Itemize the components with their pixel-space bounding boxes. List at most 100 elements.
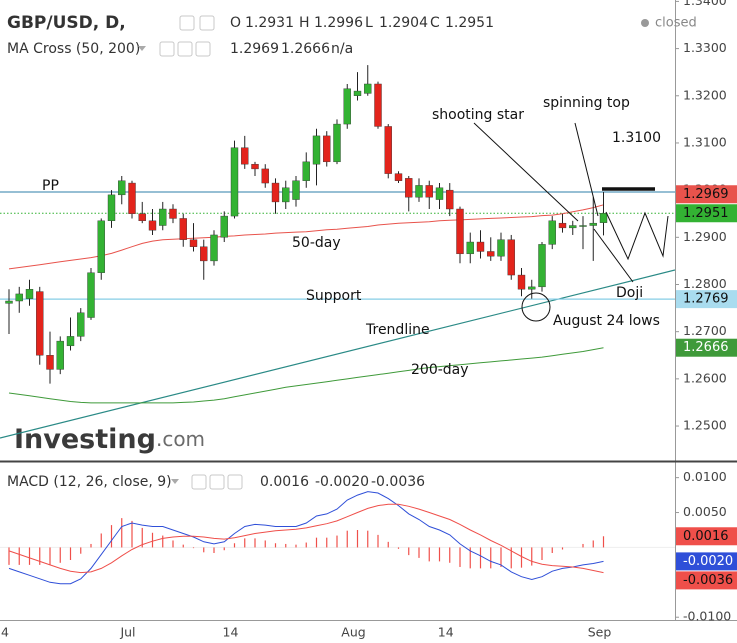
candle-body <box>230 147 239 217</box>
candle-body <box>435 187 444 200</box>
candle-body <box>77 312 85 337</box>
annotation: 1.3100 <box>612 130 661 146</box>
candle-body <box>405 178 413 198</box>
candle-body <box>466 241 474 255</box>
candle-body <box>128 182 136 214</box>
candle-body <box>25 289 34 299</box>
price-box-label: 1.2969 <box>683 187 729 202</box>
macd-title: MACD (12, 26, close, 9) <box>7 474 172 490</box>
ohlc-value: 1.2931 <box>245 15 294 31</box>
candle-body <box>333 123 341 163</box>
y-tick-label: 0.0050 <box>683 504 727 519</box>
icon-button[interactable] <box>199 15 215 31</box>
candle-body <box>589 222 597 226</box>
candle-body <box>66 336 75 347</box>
ma-value: 1.2666 <box>281 41 330 57</box>
y-tick-label: 1.2500 <box>683 418 727 433</box>
candle-body <box>364 83 372 94</box>
price-box <box>676 185 737 204</box>
candle-body <box>261 168 269 184</box>
icon-button[interactable] <box>159 41 175 57</box>
price-box <box>676 552 737 571</box>
candle-body <box>456 208 464 255</box>
candle-body <box>56 340 64 370</box>
annotation: 200-day <box>411 362 469 378</box>
price-box <box>676 571 737 590</box>
ohlc-value: 1.2904 <box>379 15 428 31</box>
annotation: Trendline <box>365 322 430 338</box>
candle-body <box>394 173 403 181</box>
candle-body <box>292 180 300 200</box>
arrow-line <box>574 122 599 217</box>
ma-value: 1.2969 <box>230 41 279 57</box>
price-box-label: 1.2769 <box>683 292 729 307</box>
zigzag <box>605 211 669 261</box>
y-tick-label: 1.2800 <box>683 276 727 291</box>
price-box-label: -0.0020 <box>683 554 733 569</box>
header: GBP/USD, D, O 1.2931 H 1.2996 L 1.2904 C… <box>7 13 697 490</box>
price-box <box>676 338 737 357</box>
candle-body <box>374 83 382 127</box>
price-box <box>676 290 737 309</box>
candle-body <box>251 163 259 170</box>
circle-marker <box>521 292 551 322</box>
candle-body <box>353 90 362 96</box>
candle-body <box>97 220 105 273</box>
icon-button[interactable] <box>179 15 195 31</box>
watermark-main: Investing <box>14 424 156 455</box>
price-box <box>676 204 737 223</box>
price-box-label: 1.2666 <box>683 340 729 355</box>
price-box-label: -0.0036 <box>683 573 733 588</box>
macd-line <box>8 491 604 585</box>
ohlc-key: O <box>230 15 241 31</box>
icon-button[interactable] <box>227 474 243 490</box>
dropdown[interactable] <box>138 46 146 51</box>
annotation: spinning top <box>543 95 630 111</box>
ohlc-key: C <box>430 15 440 31</box>
ohlc-key: H <box>299 15 310 31</box>
candle-body <box>569 225 577 229</box>
candle-body <box>220 215 228 238</box>
candle-body <box>507 239 515 276</box>
drawings <box>473 122 669 322</box>
candle-body <box>148 220 157 231</box>
candle-body <box>46 355 54 370</box>
candle-body <box>558 222 567 229</box>
icon-button[interactable] <box>177 41 193 57</box>
candle-body <box>138 213 146 222</box>
candle-body <box>271 182 280 203</box>
candle-body <box>497 239 505 257</box>
candle-body <box>538 244 546 288</box>
candle-body <box>425 185 433 198</box>
x-tick-label: 14 <box>223 625 239 640</box>
icon-button[interactable] <box>195 41 211 57</box>
candle-body <box>323 135 331 163</box>
price-box-label: 1.2951 <box>683 206 729 221</box>
candle-body <box>579 225 587 227</box>
y-tick-label: 1.3400 <box>683 0 727 8</box>
macd-pane <box>0 491 675 585</box>
indicator-title: MA Cross (50, 200) <box>7 41 140 57</box>
y-tick-label: 1.2600 <box>683 370 727 385</box>
annotation: Support <box>306 288 362 304</box>
status-dot <box>641 19 649 27</box>
dropdown[interactable] <box>171 479 179 484</box>
moving-average <box>8 204 604 270</box>
icon-button[interactable] <box>191 474 207 490</box>
candle-body <box>517 274 526 290</box>
candle-body <box>312 135 321 165</box>
annotation: shooting star <box>432 107 524 123</box>
price-box <box>676 527 737 546</box>
candle-body <box>415 185 423 198</box>
candle-body <box>200 246 208 262</box>
price-pane <box>0 65 675 439</box>
y-tick-label: 1.2900 <box>683 229 727 244</box>
candle-body <box>476 241 485 252</box>
icon-button[interactable] <box>209 474 225 490</box>
candle-body <box>446 189 454 210</box>
watermark-suffix: .com <box>156 427 205 451</box>
